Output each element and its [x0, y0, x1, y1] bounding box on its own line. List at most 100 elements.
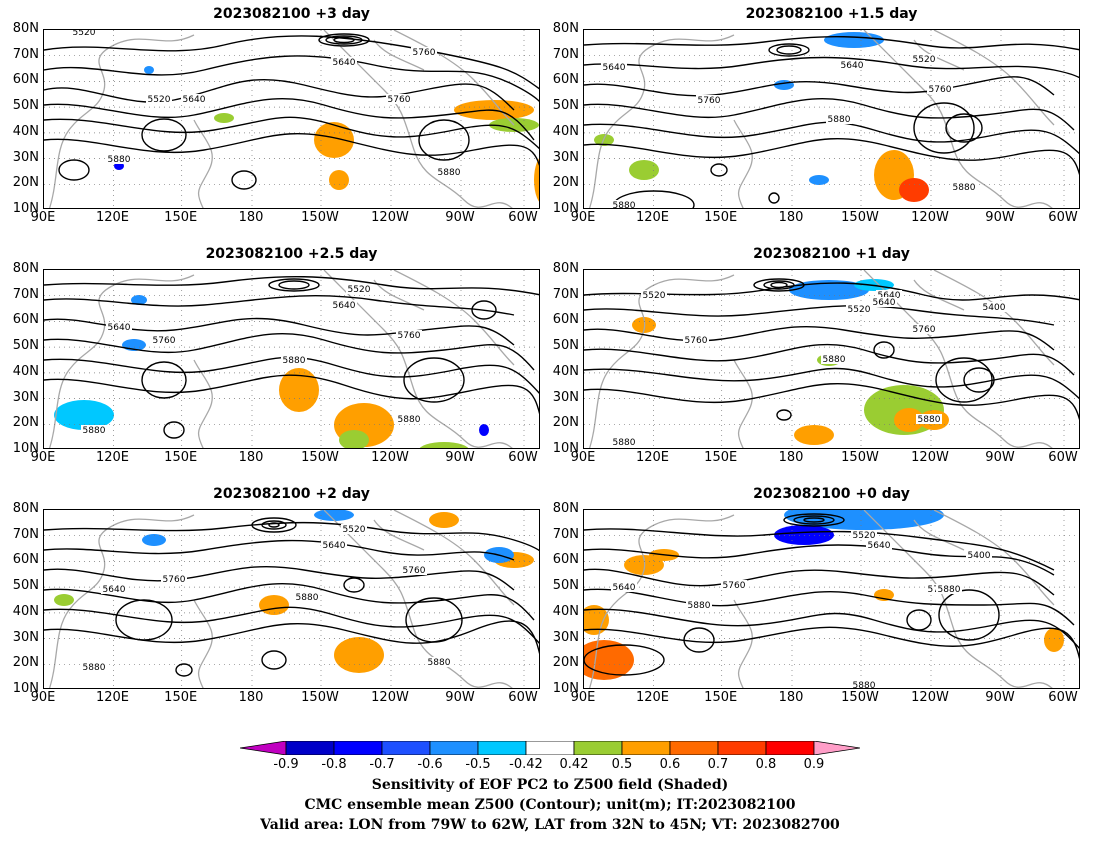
- coastline: [588, 274, 735, 448]
- contour-label: 5880: [83, 426, 106, 436]
- contour-label: 5880: [283, 356, 306, 366]
- y-tick-label: 40N: [552, 363, 579, 379]
- z500-closed-contour: [683, 627, 715, 653]
- z500-contour: [584, 528, 1055, 571]
- contour-label-bg: [981, 302, 1007, 312]
- x-tick-label: 90E: [30, 210, 56, 225]
- y-tick-label: 30N: [552, 389, 579, 405]
- contour-label-bg: [846, 304, 872, 314]
- x-tick-label: 150W: [841, 450, 879, 465]
- y-tick-label: 70N: [552, 46, 579, 62]
- y-tick-label: 50N: [552, 578, 579, 594]
- contour-label: 5760: [388, 95, 411, 105]
- contour-label: 5640: [108, 323, 131, 333]
- colorbar-tick-label: 0.9: [803, 757, 825, 772]
- y-tick-label: 20N: [12, 655, 39, 671]
- z500-contour: [44, 55, 539, 103]
- y-tick-label: 20N: [552, 655, 579, 671]
- z500-contour: [44, 116, 539, 150]
- colorbar-tick-label: -0.6: [417, 757, 443, 772]
- panel-title: 2023082100 +2 day: [213, 486, 370, 502]
- sensitivity-shade: [629, 160, 659, 180]
- contour-label: 5760: [929, 85, 952, 95]
- z500-closed-contour: [418, 119, 470, 161]
- z500-contour: [584, 76, 1055, 97]
- contour-label: 5640: [873, 298, 896, 308]
- colorbar-tick-label: 0.6: [659, 757, 681, 772]
- contour-label-bg: [71, 30, 97, 37]
- colorbar-swatch: [573, 741, 623, 755]
- contour-label: 5640: [868, 541, 891, 551]
- contour-label: 5880: [398, 415, 421, 425]
- coastline: [323, 510, 513, 688]
- sensitivity-shade: [899, 178, 929, 202]
- z500-contour: [584, 305, 1055, 326]
- y-tick-label: 10N: [12, 681, 39, 696]
- contour-label-bg: [81, 662, 107, 672]
- x-tick-label: 90W: [445, 210, 475, 225]
- z500-closed-contour: [776, 409, 792, 421]
- z500-contour: [584, 588, 1075, 626]
- x-tick-label: 120W: [371, 210, 409, 225]
- contour-label-bg: [826, 114, 852, 124]
- contour-label: 5640: [613, 583, 636, 593]
- x-tick-label: 60W: [508, 450, 538, 465]
- z500-closed-contour: [770, 281, 788, 289]
- sensitivity-shade: [329, 170, 349, 190]
- coastline: [48, 514, 195, 688]
- contour-label: 5760: [398, 331, 421, 341]
- contour-label: 5640: [841, 61, 864, 71]
- colorbar-tick-label: 0.5: [611, 757, 633, 772]
- z500-closed-contour: [231, 170, 257, 190]
- y-tick-label: 40N: [12, 603, 39, 619]
- y-tick-label: 70N: [552, 526, 579, 542]
- panel-title: 2023082100 +0 day: [753, 486, 910, 502]
- colorbar-max-arrow: [813, 741, 860, 755]
- contour-label-bg: [876, 290, 902, 300]
- y-tick-label: 40N: [552, 603, 579, 619]
- y-tick-label: 40N: [12, 123, 39, 139]
- z500-closed-contour: [58, 159, 90, 181]
- y-tick-label: 20N: [12, 415, 39, 431]
- z500-contour: [44, 295, 515, 316]
- coastline: [193, 119, 213, 208]
- colorbar-swatch: [765, 741, 815, 755]
- coastline: [863, 30, 1053, 208]
- y-tick-label: 20N: [552, 175, 579, 191]
- caption-line-2: CMC ensemble mean Z500 (Contour); unit(m…: [304, 797, 796, 813]
- contour-label-bg: [911, 324, 937, 334]
- x-tick-label: 120W: [371, 690, 409, 705]
- colorbar-tick-label: -0.7: [369, 757, 395, 772]
- sensitivity-shade: [479, 424, 489, 436]
- sensitivity-shade: [1044, 628, 1064, 652]
- y-tick-label: 60N: [552, 72, 579, 88]
- colorbar-swatch: [381, 741, 431, 755]
- z500-closed-contour: [906, 609, 932, 631]
- x-tick-label: 90W: [985, 690, 1015, 705]
- contour-label-bg: [281, 355, 307, 365]
- z500-contour: [584, 282, 1079, 301]
- y-tick-label: 60N: [552, 312, 579, 328]
- colorbar-swatch: [669, 741, 719, 755]
- contour-label: 5520: [348, 285, 371, 295]
- z500-closed-contour: [333, 36, 355, 44]
- contour-label-bg: [386, 94, 412, 104]
- map-plot-area: 5520 5640 5520 5640 5760 5760 5880 5880: [43, 29, 540, 209]
- z500-contour: [44, 374, 539, 415]
- sensitivity-shade: [54, 594, 74, 606]
- contour-label: 5880: [613, 201, 636, 209]
- z500-closed-contour: [768, 43, 810, 57]
- z500-closed-contour: [793, 515, 835, 525]
- z500-closed-contour: [405, 597, 463, 643]
- z500-closed-contour: [343, 577, 365, 593]
- contour-label-bg: [871, 297, 897, 307]
- contour-label: 5880: [938, 585, 961, 595]
- y-tick-label: 10N: [552, 201, 579, 216]
- x-tick-label: 90W: [445, 690, 475, 705]
- y-tick-label: 20N: [12, 175, 39, 191]
- contour-label: 5760: [163, 575, 186, 585]
- x-tick-label: 120E: [635, 690, 670, 705]
- z500-contour: [44, 98, 535, 141]
- y-tick-label: 60N: [552, 552, 579, 568]
- colorbar-tick-label: -0.8: [321, 757, 347, 772]
